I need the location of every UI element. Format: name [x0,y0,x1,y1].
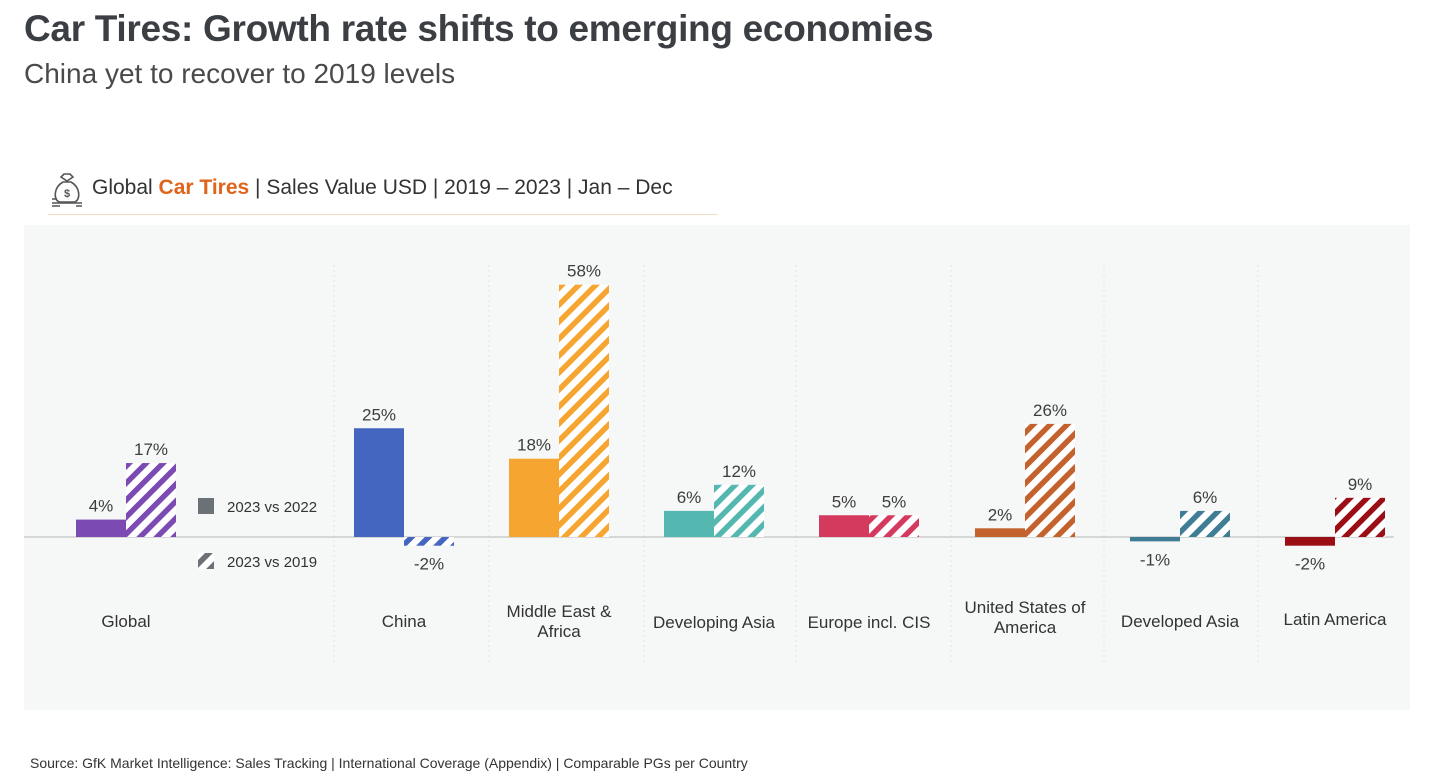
bar-2023-vs-2022-6 [1130,537,1180,542]
bar-2023-vs-2019-1 [404,537,454,546]
bars [76,284,1385,546]
value-label: 5% [882,492,907,511]
bar-2023-vs-2019-3 [714,484,764,537]
bar-2023-vs-2019-6 [1180,510,1230,537]
bar-2023-vs-2019-0 [126,463,176,537]
page-title: Car Tires: Growth rate shifts to emergin… [24,8,934,49]
value-labels: 4% 17% 25% -2% 18% 58% 6% 12% 5% 5% 2% 26% -1% 6% -2% 9… [89,262,1373,574]
value-label: 4% [89,497,114,516]
bar-2023-vs-2022-0 [76,519,126,537]
bar-2023-vs-2019-2 [559,284,609,537]
money-bag-icon: $ [52,173,82,207]
value-label: 58% [567,262,601,281]
category-label: Middle East & Africa [507,602,613,641]
bar-2023-vs-2022-7 [1285,537,1335,546]
category-label: Latin America [1284,610,1388,629]
category-label: Europe incl. CIS [808,613,931,632]
category-label: United States of America [965,598,1086,637]
bar-2023-vs-2019-5 [1025,423,1075,537]
chart-panel [24,225,1410,710]
bar-2023-vs-2019-7 [1335,497,1385,537]
bar-2023-vs-2019-4 [869,515,919,537]
chart-header: $ Global Car Tires | Sales Value USD | 2… [48,170,718,215]
bar-2023-vs-2022-4 [819,515,869,537]
category-labels: Global China Middle East & Africa Developing… [101,598,1387,641]
category-label: China [382,612,427,631]
value-label: 2% [988,505,1013,524]
value-label: 6% [1193,488,1218,507]
value-label: 5% [832,492,857,511]
header-highlight: Car Tires [158,176,250,199]
chart-header-text: Global Car Tires | Sales Value USD | 201… [92,176,673,200]
value-label: -1% [1140,550,1170,569]
svg-text:$: $ [64,188,70,200]
value-label: 26% [1033,401,1067,420]
value-label: 9% [1348,475,1373,494]
value-label: 12% [722,462,756,481]
bar-2023-vs-2022-5 [975,528,1025,537]
value-label: 25% [362,405,396,424]
value-label: -2% [1295,555,1325,574]
header-suffix: | Sales Value USD | 2019 – 2023 | Jan – … [249,176,673,199]
category-separators [333,265,1259,665]
value-label: 6% [677,488,702,507]
value-label: -2% [414,555,444,574]
source-note: Source: GfK Market Intelligence: Sales T… [30,755,748,771]
legend-label: 2023 vs 2019 [227,554,317,571]
legend-label: 2023 vs 2022 [227,499,317,516]
legend-swatch-hatched [198,553,214,569]
bar-2023-vs-2022-3 [664,510,714,537]
value-label: 17% [134,440,168,459]
bar-chart: 4% 17% 25% -2% 18% 58% 6% 12% 5% 5% 2% 26% -1% 6% -2% 9… [24,262,1394,665]
category-label: Developing Asia [653,613,775,632]
category-label: Global [101,612,150,631]
page-subtitle: China yet to recover to 2019 levels [24,58,456,89]
bar-2023-vs-2022-1 [354,428,404,537]
value-label: 18% [517,436,551,455]
legend: 2023 vs 2022 2023 vs 2019 [198,498,317,571]
legend-swatch-solid [198,498,214,514]
header-prefix: Global [92,176,159,199]
category-label: Developed Asia [1121,612,1240,631]
bar-2023-vs-2022-2 [509,458,559,537]
